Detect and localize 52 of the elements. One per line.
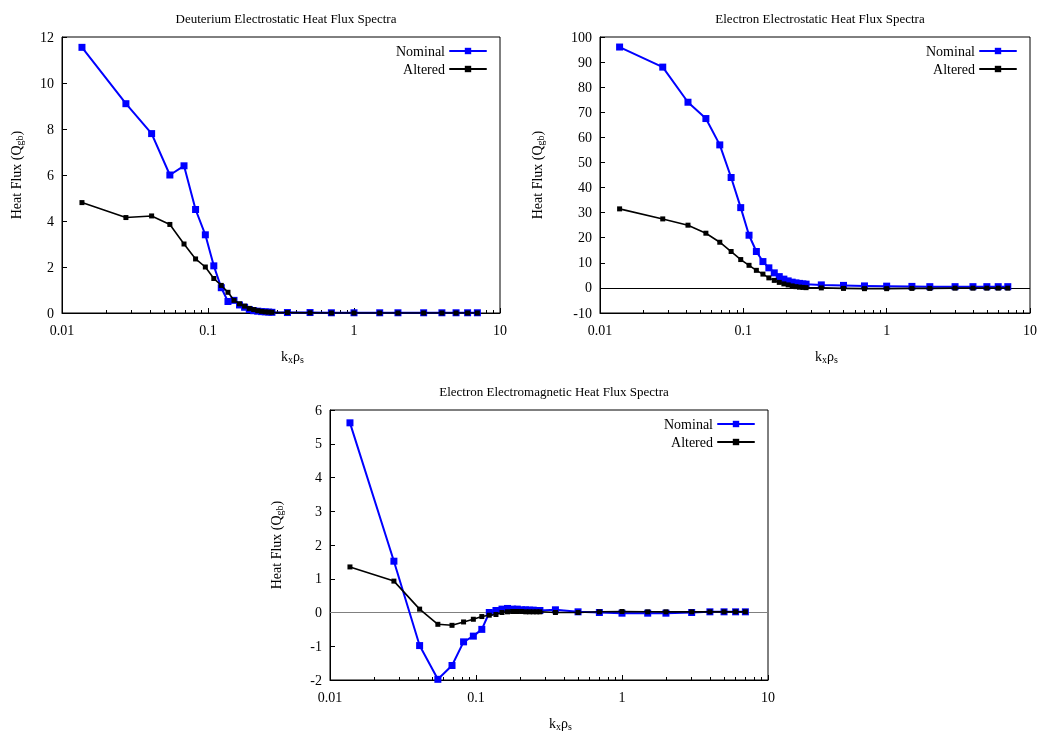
y-tick-label: 40 — [578, 180, 592, 196]
legend-label: Nominal — [926, 43, 976, 59]
x-tick-label: 10 — [1023, 322, 1037, 338]
y-tick-label: 20 — [578, 230, 592, 246]
chart-title: Electron Electromagnetic Heat Flux Spectra — [439, 384, 670, 399]
legend-label: Altered — [933, 61, 975, 77]
y-tick-label: 1 — [315, 571, 322, 587]
y-tick-label: 3 — [315, 503, 322, 519]
y-tick-label: 4 — [315, 470, 322, 485]
y-tick-label: 60 — [578, 129, 592, 145]
legend-label: Nominal — [396, 43, 446, 59]
y-tick-label: 100 — [571, 29, 592, 45]
y-tick-label: 6 — [47, 167, 54, 183]
y-tick-label: -10 — [573, 305, 592, 321]
y-axis-title: Heat Flux (Qgb) — [8, 130, 25, 220]
x-tick-label: 1 — [618, 689, 626, 705]
y-tick-label: 4 — [47, 213, 54, 229]
y-tick-label: 2 — [47, 259, 54, 275]
y-tick-label: 50 — [578, 154, 592, 170]
y-tick-label: 0 — [47, 305, 54, 321]
x-tick-label: 0.01 — [317, 689, 343, 705]
y-tick-label: 0 — [315, 605, 322, 620]
x-tick-label: 0.1 — [467, 689, 485, 705]
y-tick-label: -1 — [310, 638, 322, 654]
legend-label: Altered — [403, 61, 445, 77]
y-tick-label: 6 — [315, 402, 322, 418]
x-tick-label: 1 — [883, 322, 891, 338]
y-axis-title: Heat Flux (Qgb) — [529, 130, 546, 220]
chart-title: Electron Electrostatic Heat Flux Spectra — [715, 11, 925, 26]
x-tick-label: 1 — [350, 322, 358, 338]
y-tick-label: 30 — [578, 205, 592, 221]
y-tick-label: 5 — [315, 436, 322, 452]
y-tick-label: 70 — [578, 104, 592, 120]
x-tick-label: 10 — [761, 689, 775, 705]
x-tick-label: 0.01 — [587, 322, 613, 338]
y-tick-label: 2 — [315, 537, 322, 553]
y-tick-label: 0 — [585, 280, 592, 296]
x-tick-label: 0.1 — [199, 322, 217, 338]
x-tick-label: 0.1 — [734, 322, 753, 338]
y-tick-label: 12 — [40, 29, 54, 45]
y-tick-label: -2 — [310, 672, 322, 688]
y-tick-label: 80 — [578, 79, 592, 95]
y-tick-label: 8 — [47, 121, 54, 137]
legend-label: Altered — [671, 434, 713, 450]
chart-title: Deuterium Electrostatic Heat Flux Spectra — [175, 11, 397, 26]
y-tick-label: 10 — [40, 75, 54, 91]
y-tick-label: 90 — [578, 54, 592, 70]
y-tick-label: 10 — [578, 255, 592, 271]
legend-label: Nominal — [664, 416, 714, 432]
x-tick-label: 10 — [493, 322, 507, 338]
x-tick-label: 0.01 — [49, 322, 75, 338]
y-axis-title: Heat Flux (Qgb) — [268, 500, 285, 590]
